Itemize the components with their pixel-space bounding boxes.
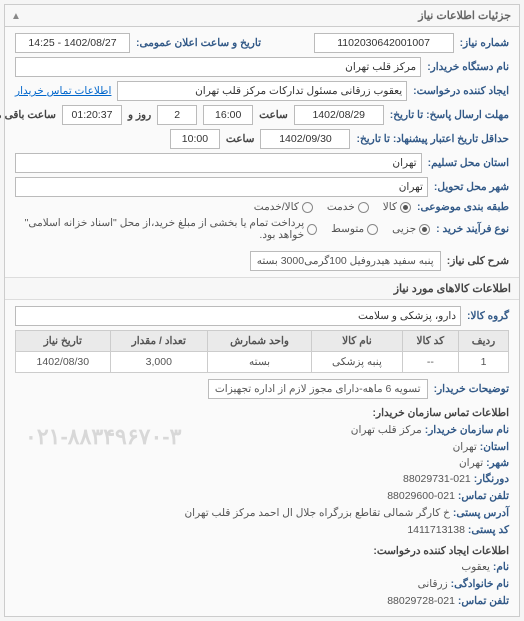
need-no-input — [314, 33, 454, 53]
remaining-days-input — [157, 105, 197, 125]
requester-label: ایجاد کننده درخواست: — [413, 85, 509, 97]
th-name: نام کالا — [312, 331, 402, 352]
radio-icon — [367, 224, 378, 235]
c-phone: 021-88029600 — [387, 490, 455, 502]
radio-icon — [419, 224, 430, 235]
td-unit: بسته — [207, 352, 311, 373]
c-address-label: آدرس پستی: — [453, 507, 509, 519]
td-row: 1 — [458, 352, 508, 373]
offer-date-input — [260, 129, 350, 149]
c-city: تهران — [459, 457, 483, 469]
day-and-label: روز و — [128, 109, 151, 121]
c-address: خ کارگر شمالی تقاطع بزرگراه جلال ال احمد… — [184, 507, 450, 519]
contact-link[interactable]: اطلاعات تماس خریدار — [15, 85, 111, 97]
buyer-note-box: تسویه 6 ماهه-دارای مجوز لازم از اداره تج… — [208, 379, 428, 399]
announce-label: تاریخ و ساعت اعلان عمومی: — [136, 37, 261, 49]
purchase-type-group: جزیی متوسط پرداخت تمام یا بخشی از مبلغ خ… — [15, 217, 430, 241]
purchase-type-label: نوع فرآیند خرید : — [436, 223, 509, 235]
c-province-label: استان: — [480, 441, 509, 453]
province-input — [15, 153, 422, 173]
group-input — [15, 306, 461, 326]
pt-small[interactable]: جزیی — [392, 223, 430, 235]
org-name: مرکز قلب تهران — [351, 424, 422, 436]
radio-icon — [400, 202, 411, 213]
radio-icon — [307, 224, 317, 235]
table-row: 1 -- پنبه پزشکی بسته 3,000 1402/08/30 — [16, 352, 509, 373]
c-fax: 021-88029731 — [403, 473, 471, 485]
th-row: ردیف — [458, 331, 508, 352]
announce-input — [15, 33, 130, 53]
city-label: شهر محل تحویل: — [434, 181, 509, 193]
c-name-label: نام: — [493, 561, 509, 573]
c-province: تهران — [453, 441, 477, 453]
requester-input — [117, 81, 407, 101]
td-name: پنبه پزشکی — [312, 352, 402, 373]
remaining-suffix: ساعت باقی مانده — [0, 109, 56, 121]
items-section-title: اطلاعات کالاهای مورد نیاز — [5, 277, 519, 300]
contact-section2: اطلاعات ایجاد کننده درخواست: — [15, 543, 509, 560]
province-label: استان محل تسلیم: — [428, 157, 509, 169]
td-code: -- — [402, 352, 458, 373]
cat-goods-service[interactable]: کالا/خدمت — [254, 201, 313, 213]
deadline-time-input — [203, 105, 253, 125]
th-date: تاریخ نیاز — [16, 331, 111, 352]
buyer-org-input — [15, 57, 421, 77]
c-phone-label: تلفن تماس: — [458, 490, 509, 502]
c-postal-label: کد پستی: — [468, 524, 509, 536]
cat-goods[interactable]: کالا — [383, 201, 411, 213]
td-qty: 3,000 — [110, 352, 207, 373]
offer-valid-label: حداقل تاریخ اعتبار پیشنهاد: تا تاریخ: — [356, 133, 509, 145]
time-label-2: ساعت — [226, 133, 255, 145]
c-lastname: زرقانی — [418, 578, 448, 590]
panel-header: جزئیات اطلاعات نیاز ▲ — [5, 5, 519, 27]
pt-note: پرداخت تمام یا بخشی از مبلغ خرید،از محل … — [15, 217, 317, 241]
radio-icon — [358, 202, 369, 213]
deadline-label: مهلت ارسال پاسخ: تا تاریخ: — [390, 109, 509, 121]
th-unit: واحد شمارش — [207, 331, 311, 352]
need-details-panel: جزئیات اطلاعات نیاز ▲ شماره نیاز: تاریخ … — [4, 4, 520, 617]
category-radio-group: کالا خدمت کالا/خدمت — [254, 201, 411, 213]
radio-icon — [302, 202, 313, 213]
close-icon[interactable]: ▲ — [11, 11, 21, 22]
offer-time-input — [170, 129, 220, 149]
panel-title: جزئیات اطلاعات نیاز — [418, 10, 511, 22]
org-name-label: نام سازمان خریدار: — [425, 424, 509, 436]
deadline-date-input — [294, 105, 384, 125]
th-code: کد کالا — [402, 331, 458, 352]
need-title-label: شرح کلی نیاز: — [447, 255, 509, 267]
pt-medium[interactable]: متوسط — [331, 223, 378, 235]
c-name: یعقوب — [461, 561, 490, 573]
group-label: گروه کالا: — [467, 310, 509, 322]
items-table: ردیف کد کالا نام کالا واحد شمارش تعداد /… — [15, 330, 509, 373]
c-reqphone: 021-88029728 — [387, 595, 455, 607]
remaining-time-input — [62, 105, 122, 125]
c-postal: 1411713138 — [407, 524, 465, 536]
buyer-org-label: نام دستگاه خریدار: — [427, 61, 509, 73]
cat-service[interactable]: خدمت — [327, 201, 369, 213]
city-input — [15, 177, 428, 197]
time-label-1: ساعت — [259, 109, 288, 121]
c-fax-label: دورنگار: — [474, 473, 509, 485]
panel-body: شماره نیاز: تاریخ و ساعت اعلان عمومی: نا… — [5, 27, 519, 616]
contact-block: اطلاعات تماس سازمان خریدار: نام سازمان خ… — [15, 405, 509, 610]
need-title-box: پنبه سفید هیدروفیل 100گرمی3000 بسته — [250, 251, 441, 271]
buyer-note-label: توضیحات خریدار: — [434, 383, 509, 395]
td-date: 1402/08/30 — [16, 352, 111, 373]
need-no-label: شماره نیاز: — [460, 37, 509, 49]
c-lastname-label: نام خانوادگی: — [451, 578, 509, 590]
c-reqphone-label: تلفن تماس: — [458, 595, 509, 607]
c-city-label: شهر: — [486, 457, 509, 469]
category-label: طبقه بندی موضوعی: — [417, 201, 509, 213]
th-qty: تعداد / مقدار — [110, 331, 207, 352]
table-header-row: ردیف کد کالا نام کالا واحد شمارش تعداد /… — [16, 331, 509, 352]
